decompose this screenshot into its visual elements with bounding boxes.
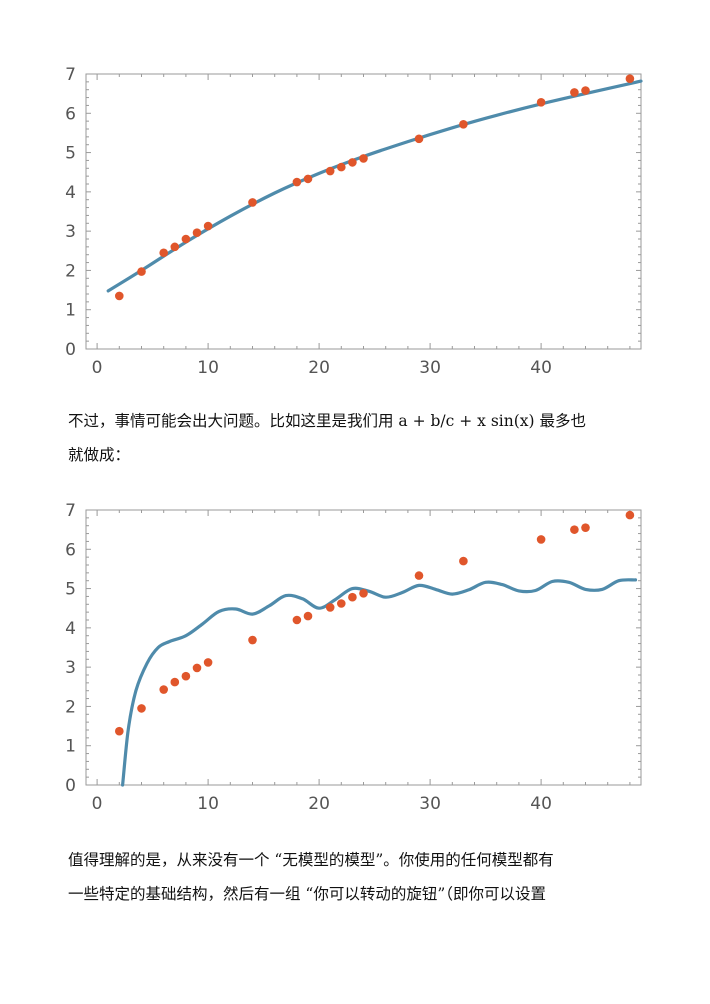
chart-top: 0 1 2 3 4 5 6 7 0 10 20 30 40 bbox=[0, 58, 710, 388]
data-point bbox=[159, 685, 168, 694]
y-tick-label: 6 bbox=[65, 540, 76, 560]
data-point bbox=[325, 166, 335, 176]
data-point bbox=[115, 726, 124, 736]
data-point bbox=[414, 571, 424, 580]
x-tick-label: 30 bbox=[419, 358, 441, 378]
data-point bbox=[159, 248, 168, 258]
data-point bbox=[459, 119, 468, 129]
data-point bbox=[181, 234, 191, 244]
data-point bbox=[203, 658, 213, 667]
data-point bbox=[115, 291, 124, 301]
x-tick-label: 10 bbox=[197, 794, 219, 814]
y-tick-label: 7 bbox=[65, 501, 76, 521]
paragraph-2-line-2: 一些特定的基础结构，然后有一组 “你可以转动的旋钮”（即你可以设置 bbox=[68, 885, 547, 903]
plot-frame bbox=[85, 73, 642, 350]
y-tick-label: 4 bbox=[65, 619, 76, 639]
plot-frame bbox=[85, 509, 642, 786]
chart-bottom-svg: 0 1 2 3 4 5 6 7 0 10 20 30 40 bbox=[65, 501, 642, 814]
data-point bbox=[248, 635, 257, 645]
y-tick-label: 5 bbox=[65, 580, 76, 600]
data-point bbox=[570, 88, 579, 97]
data-point bbox=[192, 663, 202, 673]
chart-top-svg: 0 1 2 3 4 5 6 7 0 10 20 30 40 bbox=[65, 65, 643, 378]
y-tick-label: 1 bbox=[65, 737, 76, 757]
data-point bbox=[137, 704, 146, 713]
data-point bbox=[303, 174, 313, 184]
chart-bottom: 0 1 2 3 4 5 6 7 0 10 20 30 40 bbox=[0, 494, 710, 824]
data-point bbox=[348, 592, 357, 602]
x-tick-label: 20 bbox=[308, 794, 330, 814]
y-tick-label: 2 bbox=[65, 261, 76, 281]
data-point bbox=[414, 134, 424, 144]
y-tick-label: 1 bbox=[65, 301, 76, 321]
data-point bbox=[292, 615, 302, 625]
data-point bbox=[337, 599, 346, 608]
paragraph-1: 不过，事情可能会出大问题。比如这里是我们用 a + b/c + x sin(x)… bbox=[68, 404, 644, 472]
paragraph-2-line-1: 值得理解的是，从来没有一个 “无模型的模型”。你使用的任何模型都有 bbox=[68, 851, 554, 869]
data-point bbox=[248, 198, 257, 207]
y-tick-label: 6 bbox=[65, 104, 76, 124]
data-point bbox=[192, 228, 202, 238]
fit-curve-line bbox=[121, 578, 638, 787]
data-point bbox=[137, 267, 146, 276]
fit-curve-line bbox=[106, 79, 643, 293]
y-tick-label: 2 bbox=[65, 697, 76, 717]
y-tick-label: 7 bbox=[65, 65, 76, 85]
y-tick-label: 3 bbox=[65, 222, 76, 242]
data-point bbox=[581, 523, 590, 532]
y-tick-label: 4 bbox=[65, 183, 76, 203]
paragraph-2: 值得理解的是，从来没有一个 “无模型的模型”。你使用的任何模型都有 一些特定的基… bbox=[68, 843, 644, 911]
data-point bbox=[203, 221, 213, 231]
data-point bbox=[359, 588, 368, 598]
data-point bbox=[536, 535, 546, 544]
data-point bbox=[337, 162, 346, 172]
data-point bbox=[625, 510, 635, 520]
y-tick-label: 5 bbox=[65, 144, 76, 164]
y-tick-label: 3 bbox=[65, 658, 76, 678]
data-point bbox=[170, 677, 180, 687]
data-point bbox=[536, 97, 546, 107]
data-point bbox=[625, 74, 635, 84]
x-tick-label: 30 bbox=[419, 794, 441, 814]
x-tick-label: 10 bbox=[197, 358, 219, 378]
data-point bbox=[181, 671, 191, 681]
data-point bbox=[570, 525, 579, 534]
data-point bbox=[348, 158, 357, 167]
data-point bbox=[359, 154, 368, 163]
paragraph-1-line-1: 不过，事情可能会出大问题。比如这里是我们用 a + b/c + x sin(x)… bbox=[68, 412, 587, 430]
data-point bbox=[459, 556, 468, 566]
x-tick-label: 0 bbox=[92, 794, 103, 814]
x-tick-label: 20 bbox=[308, 358, 330, 378]
y-tick-label: 0 bbox=[65, 776, 76, 796]
x-tick-label: 0 bbox=[92, 358, 103, 378]
paragraph-1-line-2: 就做成： bbox=[68, 446, 131, 464]
data-point bbox=[170, 242, 180, 252]
data-point bbox=[325, 603, 335, 612]
data-point bbox=[581, 86, 590, 95]
data-point bbox=[303, 611, 313, 621]
x-tick-label: 40 bbox=[530, 358, 552, 378]
data-point bbox=[292, 177, 302, 187]
x-tick-label: 40 bbox=[530, 794, 552, 814]
y-tick-label: 0 bbox=[65, 340, 76, 360]
